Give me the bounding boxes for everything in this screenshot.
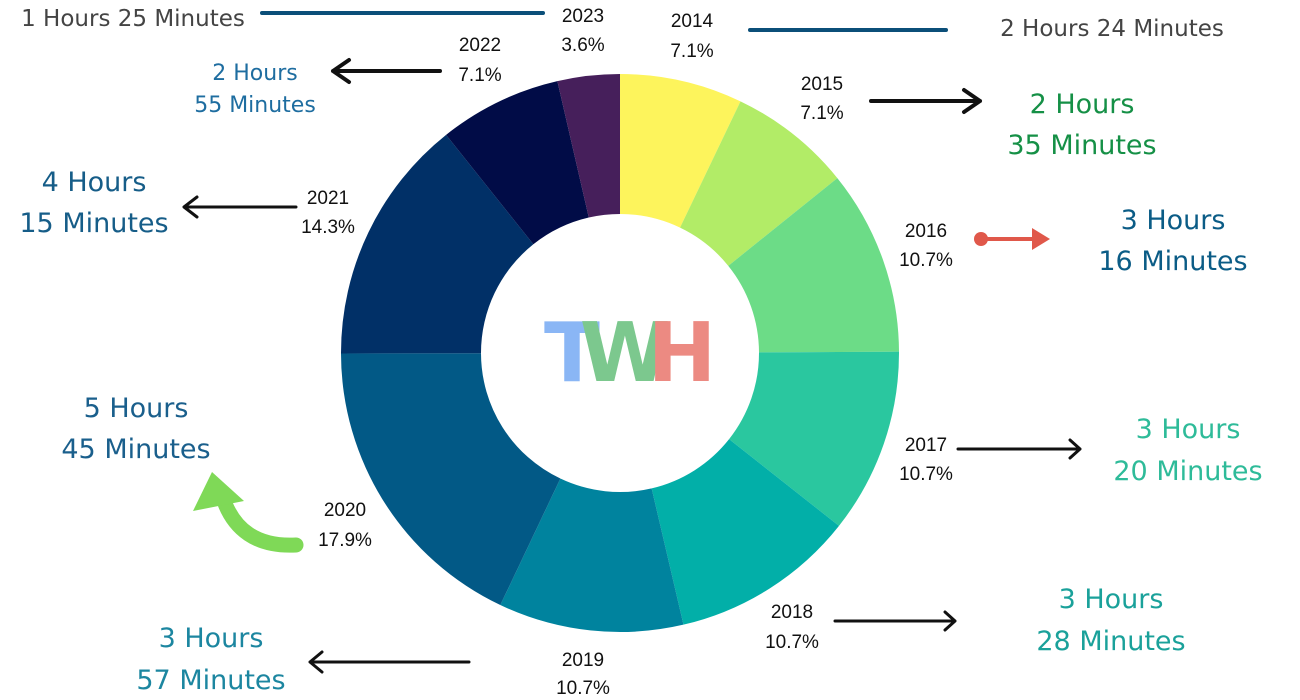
slice-2023 xyxy=(557,74,620,218)
arrow-2015-icon xyxy=(869,88,982,114)
slice-pct-2014: 7.1% xyxy=(670,41,713,62)
annotation-2021-line2: 15 Minutes xyxy=(19,208,168,239)
slice-year-2018: 2018 xyxy=(771,602,813,623)
annotation-2014: 2 Hours 24 Minutes xyxy=(1000,16,1224,42)
slice-pct-2021: 14.3% xyxy=(301,217,355,238)
slice-year-2017: 2017 xyxy=(905,435,947,456)
slice-pct-2019: 10.7% xyxy=(556,678,610,699)
slice-pct-2016: 10.7% xyxy=(899,250,953,271)
slice-2016 xyxy=(728,178,899,353)
annotation-2022-line2: 55 Minutes xyxy=(194,93,316,118)
slice-2017 xyxy=(729,351,899,526)
logo: T W H xyxy=(544,306,716,401)
slice-2020 xyxy=(341,353,561,606)
slice-pct-2020: 17.9% xyxy=(318,530,372,551)
slice-year-2016: 2016 xyxy=(905,221,947,242)
annotation-2018-line2: 28 Minutes xyxy=(1036,626,1185,657)
slice-labels: 2014 7.1% 2015 7.1% 2016 10.7% 2017 10.7… xyxy=(301,6,953,699)
donut-slices xyxy=(341,74,899,633)
slice-year-2014: 2014 xyxy=(671,11,714,32)
annotations: 1 Hours 25 Minutes 2 Hours 24 Minutes 2 … xyxy=(19,6,1262,696)
annotation-2016-line2: 16 Minutes xyxy=(1098,246,1247,277)
annotation-2015-line2: 35 Minutes xyxy=(1007,130,1156,161)
annotation-2019-line2: 57 Minutes xyxy=(136,665,285,696)
slice-year-2020: 2020 xyxy=(324,500,366,521)
annotation-2017-line2: 20 Minutes xyxy=(1113,456,1262,487)
annotation-2015-line1: 2 Hours xyxy=(1030,89,1135,120)
logo-letter-w: W xyxy=(580,306,670,401)
slice-year-2019: 2019 xyxy=(562,650,604,671)
annotation-2022-line1: 2 Hours xyxy=(212,61,297,86)
annotation-2023: 1 Hours 25 Minutes xyxy=(21,6,245,32)
annotation-2020-line2: 45 Minutes xyxy=(61,434,210,465)
slice-year-2023: 2023 xyxy=(562,6,604,27)
annotation-2016-line1: 3 Hours xyxy=(1121,205,1226,236)
logo-letter-h: H xyxy=(648,306,717,401)
slice-pct-2023: 3.6% xyxy=(561,35,604,56)
slice-2022 xyxy=(446,81,589,245)
annotation-2019-line1: 3 Hours xyxy=(159,623,264,654)
arrow-2018-icon xyxy=(833,610,957,632)
annotation-2017-line1: 3 Hours xyxy=(1136,414,1241,445)
arrow-2017-icon xyxy=(956,438,1082,460)
slice-year-2022: 2022 xyxy=(459,35,501,56)
logo-letter-t: T xyxy=(544,306,600,401)
slice-pct-2017: 10.7% xyxy=(899,464,953,485)
slice-year-2015: 2015 xyxy=(801,74,843,95)
slice-pct-2022: 7.1% xyxy=(458,65,501,86)
annotation-2018-line1: 3 Hours xyxy=(1059,584,1164,615)
slice-pct-2018: 10.7% xyxy=(765,632,819,653)
annotation-2020-line1: 5 Hours xyxy=(84,393,189,424)
slice-2018 xyxy=(651,439,839,625)
slice-pct-2015: 7.1% xyxy=(800,103,843,124)
annotation-2021-line1: 4 Hours xyxy=(42,167,147,198)
slice-2021 xyxy=(341,134,534,354)
slice-2014 xyxy=(620,74,741,228)
arrow-2019-icon xyxy=(308,650,471,674)
arrow-2021-icon xyxy=(182,195,298,219)
arrow-2022-icon xyxy=(331,58,442,84)
connectors xyxy=(182,11,1082,674)
curved-arrow-2020-icon xyxy=(193,472,304,553)
arrow-2016-icon xyxy=(974,228,1050,250)
slice-year-2021: 2021 xyxy=(307,188,349,209)
slice-2015 xyxy=(680,101,838,266)
slice-2019 xyxy=(500,478,684,633)
